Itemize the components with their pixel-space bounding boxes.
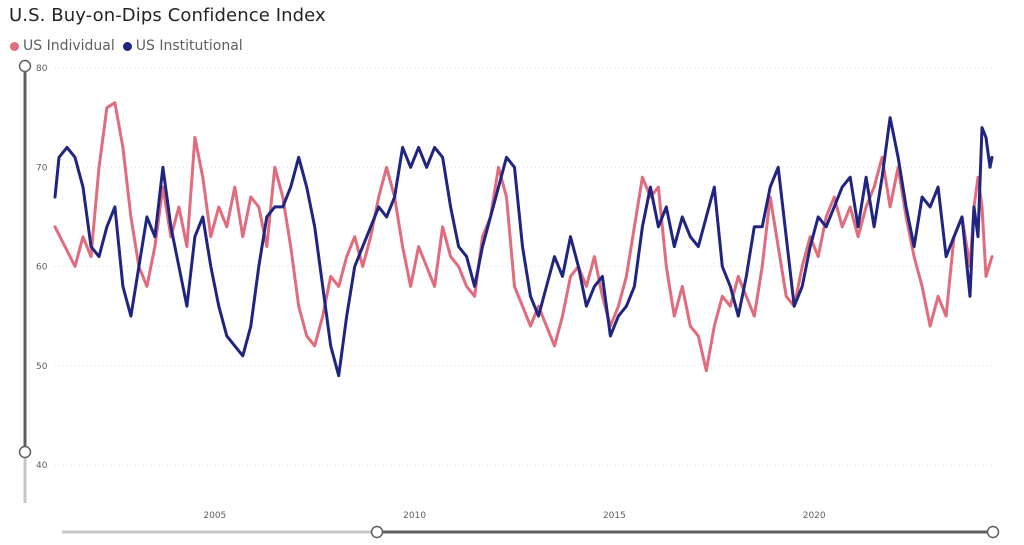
series-line-us-individual [53,101,994,373]
legend: US Individual US Institutional [10,38,251,54]
y-slider-handle-top[interactable] [18,59,32,73]
legend-marker-institutional [122,41,132,51]
y-tick-label-80: 80 [36,64,48,74]
x-tick-label-2005: 2005 [203,511,226,521]
chart-title: U.S. Buy-on-Dips Confidence Index [9,5,326,26]
x-slider-handle-left[interactable] [370,525,384,539]
legend-label-institutional: US Institutional [135,38,243,54]
x-slider-handle-right[interactable] [986,525,1000,539]
y-tick-label-40: 40 [36,461,48,471]
legend-label-individual: US Individual [23,38,115,54]
x-tick-label-2015: 2015 [603,511,626,521]
x-tick-label-2020: 2020 [803,511,826,521]
legend-marker-individual [10,41,19,51]
legend-item-institutional[interactable]: US Institutional [122,38,243,54]
y-tick-label-60: 60 [36,263,48,273]
y-slider-handle-bottom[interactable] [18,445,32,459]
y-tick-label-50: 50 [36,362,48,372]
series-line-us-institutional [53,116,994,378]
legend-item-individual[interactable]: US Individual [10,38,115,54]
y-tick-label-70: 70 [36,163,48,173]
x-tick-label-2010: 2010 [403,511,426,521]
